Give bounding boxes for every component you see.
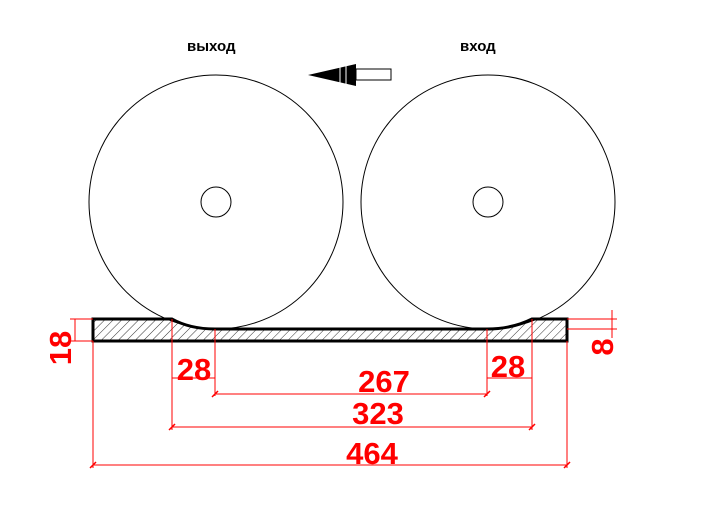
- right-roll: [360, 74, 616, 330]
- dimension-ticks: [89, 390, 571, 469]
- left-roll-axle: [200, 186, 232, 218]
- exit-label: выход: [187, 38, 236, 55]
- workpiece-profile: [91, 317, 569, 343]
- dim-thickness-total: 18: [43, 331, 78, 365]
- entry-label: вход: [460, 38, 496, 55]
- extension-lines: [70, 310, 617, 468]
- arrow-left-icon: [308, 64, 392, 86]
- dim-transition-right: 28: [491, 349, 525, 384]
- dim-thickness-final: 8: [585, 338, 620, 355]
- left-roll: [88, 74, 344, 330]
- dim-total-length: 464: [346, 436, 398, 471]
- dim-transition-left: 28: [177, 352, 211, 387]
- right-roll-axle: [472, 186, 504, 218]
- dim-flat-length: 267: [358, 364, 410, 399]
- dim-working-length: 323: [352, 396, 404, 431]
